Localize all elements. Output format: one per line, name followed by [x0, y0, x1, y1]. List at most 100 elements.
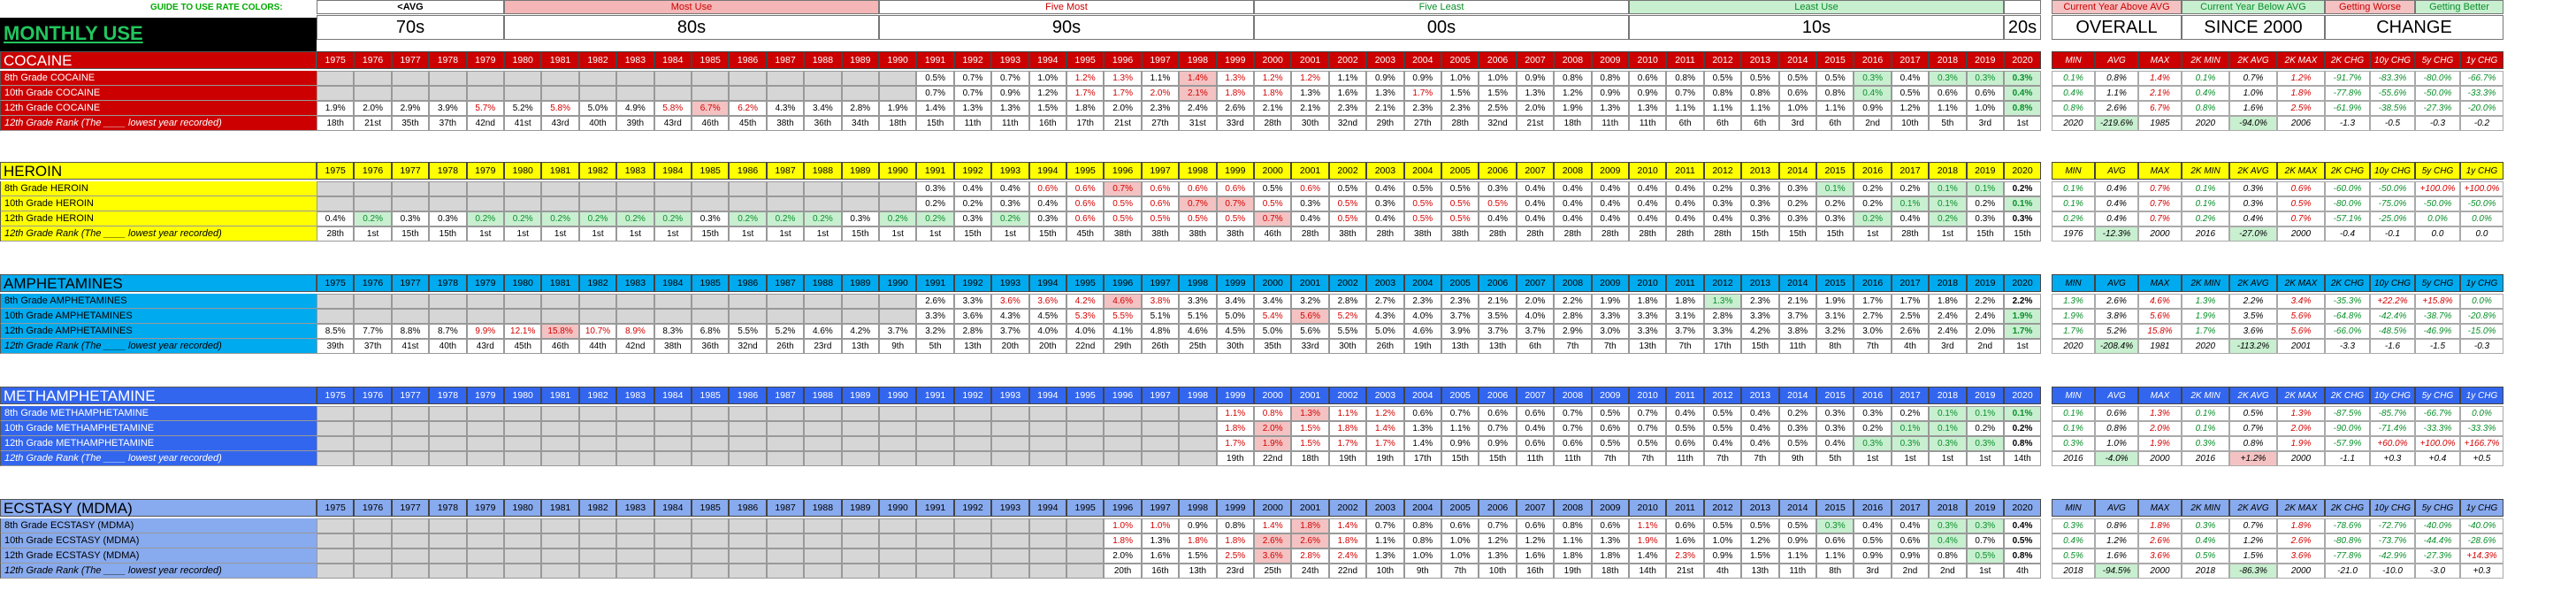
data-cell: 1st [729, 226, 767, 242]
stat-cell: 0.1% [2052, 421, 2095, 436]
data-cell [429, 548, 467, 564]
stat-cell: +0.3 [2370, 451, 2415, 466]
grade-row-label: 8th Grade COCAINE [0, 71, 317, 86]
data-cell: 2.1% [1479, 294, 1517, 309]
stat-cell: -35.3% [2325, 294, 2370, 309]
data-cell: 0.2% [1778, 406, 1816, 421]
data-cell: 29th [1104, 339, 1142, 354]
summary-legend-3: Getting Better [2415, 0, 2503, 14]
data-cell [1141, 451, 1180, 466]
year-header: 1986 [729, 387, 767, 404]
data-cell: 2.4% [1179, 101, 1217, 116]
data-cell: 15th [1966, 226, 2004, 242]
year-header: 2013 [1741, 274, 1779, 292]
data-cell: 0.7% [1366, 518, 1404, 533]
data-cell: 6th [1816, 116, 1854, 131]
data-cell: 0.5% [1328, 211, 1367, 226]
year-header: 2008 [1554, 387, 1592, 404]
data-cell: 3.2% [1291, 294, 1329, 309]
data-cell: 0.2% [466, 211, 504, 226]
year-header: 2006 [1479, 274, 1517, 292]
year-header: 1976 [354, 274, 392, 292]
data-cell: 22nd [1328, 564, 1367, 579]
data-cell: 0.4% [1816, 436, 1854, 451]
data-cell: 2.7% [1366, 294, 1404, 309]
stat-cell: -94.0% [2229, 116, 2277, 131]
year-header: 2011 [1666, 274, 1704, 292]
data-cell [841, 294, 879, 309]
data-cell: 5.7% [466, 101, 504, 116]
stat-cell: 0.5% [2229, 406, 2277, 421]
data-cell [578, 196, 617, 211]
era-legend-1: Most Use [504, 0, 879, 14]
data-cell [616, 533, 654, 548]
year-header: 2017 [1891, 387, 1930, 404]
stat-cell: 0.1% [2052, 196, 2095, 211]
data-cell [654, 451, 692, 466]
data-cell: 3.3% [916, 309, 954, 324]
data-cell: 15th [1778, 226, 1816, 242]
data-cell: 1.3% [1291, 406, 1329, 421]
stat-cell: 0.7% [2229, 421, 2277, 436]
data-cell: 1.9% [1254, 436, 1292, 451]
data-cell [1028, 533, 1066, 548]
data-cell: 3.7% [1778, 309, 1816, 324]
data-cell: 4th [1703, 564, 1742, 579]
data-cell: 4.3% [991, 309, 1029, 324]
year-header: 1992 [953, 499, 992, 517]
data-cell: 3.7% [1479, 324, 1517, 339]
data-cell [429, 451, 467, 466]
data-cell: 4th [2004, 564, 2041, 579]
year-header: 1978 [429, 387, 467, 404]
year-header: 1984 [654, 499, 692, 517]
stat-cell: 2.6% [2095, 294, 2138, 309]
data-cell: 1.2% [1554, 86, 1592, 101]
data-cell: 0.1% [1929, 421, 1967, 436]
data-cell: 0.2% [1816, 196, 1854, 211]
data-cell [729, 451, 767, 466]
data-cell [841, 71, 879, 86]
data-cell: 38th [766, 116, 805, 131]
data-cell [354, 196, 392, 211]
data-cell: 1.6% [1141, 548, 1180, 564]
stat-cell: -33.3% [2415, 421, 2460, 436]
data-cell: 0.4% [1366, 181, 1404, 196]
data-cell: 0.1% [1929, 406, 1967, 421]
data-cell: 14th [1629, 564, 1667, 579]
data-cell [429, 518, 467, 533]
year-header: 1987 [766, 162, 805, 180]
stat-cell: -80.8% [2325, 533, 2370, 548]
data-cell [429, 71, 467, 86]
data-cell: 0.6% [1966, 86, 2004, 101]
data-cell: 13th [1479, 339, 1517, 354]
grade-row-label: 12th Grade ECSTASY (MDMA) [0, 548, 317, 564]
year-header: 1980 [504, 387, 542, 404]
year-header: 1997 [1141, 51, 1180, 69]
grade-row-label: 10th Grade AMPHETAMINES [0, 309, 317, 324]
year-header: 1975 [317, 51, 355, 69]
stat-cell: -28.6% [2460, 533, 2503, 548]
data-cell: 0.3% [1816, 421, 1854, 436]
data-cell: 2nd [1891, 564, 1930, 579]
data-cell: 1.0% [1778, 101, 1816, 116]
data-cell: 1.8% [1216, 86, 1254, 101]
data-cell: 1.4% [1403, 436, 1441, 451]
data-cell: 1.9% [1816, 294, 1854, 309]
data-cell: 35th [1254, 339, 1292, 354]
data-cell: 7th [1666, 339, 1704, 354]
data-cell: 0.9% [1179, 518, 1217, 533]
data-cell [692, 406, 730, 421]
data-cell: 0.8% [1816, 86, 1854, 101]
era-header-1: 80s [504, 15, 879, 40]
data-cell: 1st [654, 226, 692, 242]
year-header: 2004 [1403, 274, 1441, 292]
data-cell [1028, 406, 1066, 421]
data-cell: 2.3% [1741, 294, 1779, 309]
data-cell: 2.0% [1516, 101, 1555, 116]
data-cell [804, 421, 842, 436]
data-cell: 0.3% [1891, 436, 1930, 451]
data-cell [504, 294, 542, 309]
data-cell: 25th [1254, 564, 1292, 579]
year-header: 2019 [1966, 162, 2004, 180]
data-cell: 0.8% [1666, 71, 1704, 86]
